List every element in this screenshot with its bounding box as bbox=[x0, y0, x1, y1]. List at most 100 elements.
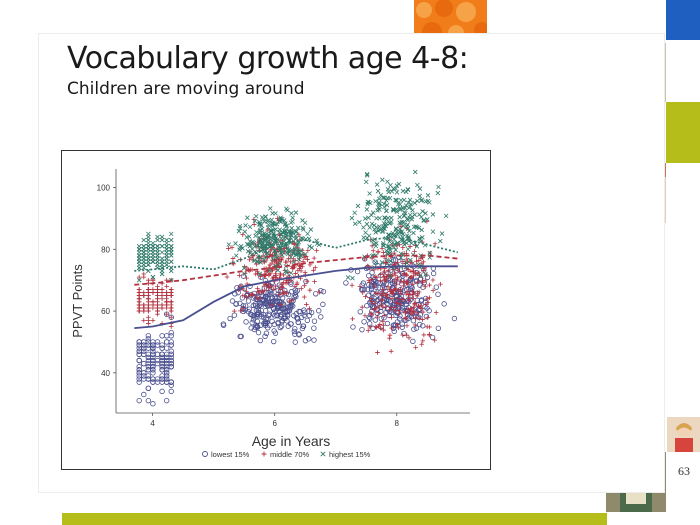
scatter-point-x bbox=[150, 243, 156, 249]
scatter-point-circle bbox=[388, 267, 394, 273]
scatter-point-x bbox=[283, 224, 289, 230]
scatter-point-x bbox=[414, 244, 420, 249]
scatter-point-x bbox=[410, 208, 415, 213]
scatter-point-x bbox=[146, 253, 151, 258]
scatter-point-plus bbox=[275, 216, 280, 221]
scatter-point-x bbox=[394, 190, 400, 195]
scatter-point-plus bbox=[388, 305, 394, 310]
scatter-point-plus bbox=[402, 316, 408, 321]
scatter-point-x bbox=[136, 277, 142, 283]
scatter-point-plus bbox=[420, 338, 426, 344]
scatter-point-x bbox=[159, 268, 165, 274]
scatter-point-x bbox=[279, 252, 285, 258]
scatter-point-x bbox=[404, 260, 410, 266]
scatter-point-circle bbox=[220, 321, 227, 327]
scatter-point-plus bbox=[398, 291, 404, 296]
scatter-point-plus bbox=[404, 323, 410, 329]
scatter-point-circle bbox=[231, 312, 238, 318]
scatter-point-circle bbox=[163, 333, 170, 339]
scatter-point-x bbox=[265, 241, 270, 247]
scatter-point-x bbox=[388, 182, 393, 188]
scatter-point-plus bbox=[226, 246, 231, 251]
scatter-point-plus bbox=[404, 273, 410, 278]
scatter-point-x bbox=[419, 227, 425, 233]
scatter-point-plus bbox=[375, 304, 381, 310]
scatter-point-x bbox=[405, 216, 410, 221]
scatter-point-x bbox=[377, 215, 382, 221]
scatter-point-x bbox=[150, 259, 156, 264]
scatter-point-x bbox=[253, 213, 259, 219]
scatter-point-circle bbox=[240, 273, 247, 279]
scatter-point-plus bbox=[299, 286, 304, 291]
scatter-point-circle bbox=[262, 333, 268, 339]
scatter-point-x bbox=[257, 255, 263, 260]
scatter-point-plus bbox=[370, 248, 376, 254]
scatter-point-plus bbox=[307, 287, 313, 293]
scatter-point-plus bbox=[432, 241, 438, 247]
scatter-point-circle bbox=[423, 295, 429, 302]
scatter-point-x bbox=[364, 171, 370, 177]
scatter-point-plus bbox=[283, 259, 288, 265]
scatter-point-plus bbox=[416, 303, 421, 309]
scatter-point-plus bbox=[276, 292, 282, 297]
scatter-point-circle bbox=[394, 296, 400, 303]
scatter-point-circle bbox=[410, 318, 417, 324]
scatter-point-circle bbox=[136, 367, 142, 373]
scatter-point-x bbox=[401, 219, 406, 225]
scatter-point-circle bbox=[271, 306, 277, 312]
scatter-point-plus bbox=[359, 304, 365, 310]
scatter-point-plus bbox=[413, 345, 418, 350]
scatter-point-x bbox=[388, 220, 393, 226]
scatter-point-x bbox=[146, 231, 151, 237]
scatter-point-circle bbox=[251, 313, 257, 319]
scatter-point-circle bbox=[136, 342, 142, 348]
scatter-point-circle bbox=[154, 376, 161, 382]
scatter-point-circle bbox=[239, 295, 246, 301]
scatter-point-plus bbox=[438, 281, 443, 287]
scatter-point-circle bbox=[249, 319, 255, 326]
scatter-point-x bbox=[301, 227, 306, 232]
scatter-point-circle bbox=[387, 277, 393, 283]
scatter-point-plus bbox=[394, 281, 400, 287]
scatter-point-circle bbox=[141, 348, 147, 354]
scatter-point-x bbox=[409, 217, 415, 222]
scatter-point-plus bbox=[406, 296, 411, 301]
scatter-point-plus bbox=[168, 314, 174, 320]
scatter-point-x bbox=[263, 214, 268, 220]
scatter-point-x bbox=[240, 246, 245, 251]
scatter-point-x bbox=[384, 221, 389, 226]
scatter-point-circle bbox=[168, 333, 174, 339]
scatter-point-x bbox=[388, 258, 394, 264]
scatter-point-circle bbox=[271, 328, 277, 334]
scatter-point-circle bbox=[268, 291, 275, 297]
scatter-point-plus bbox=[263, 273, 269, 278]
scatter-point-plus bbox=[146, 290, 151, 295]
scatter-point-circle bbox=[316, 308, 322, 314]
scatter-point-x bbox=[397, 229, 402, 235]
scatter-point-circle bbox=[299, 325, 306, 332]
scatter-point-x bbox=[164, 247, 169, 252]
scatter-point-plus bbox=[372, 307, 377, 313]
scatter-point-circle bbox=[168, 339, 174, 345]
scatter-point-plus bbox=[369, 312, 375, 318]
scatter-point-plus bbox=[287, 298, 292, 304]
scatter-point-plus bbox=[389, 290, 395, 296]
legend-item: middle 70% bbox=[261, 450, 310, 459]
scatter-point-x bbox=[238, 243, 244, 249]
scatter-point-plus bbox=[141, 293, 147, 298]
scatter-point-plus bbox=[430, 288, 436, 293]
scatter-point-circle bbox=[136, 339, 142, 345]
scatter-point-circle bbox=[280, 301, 286, 307]
scatter-point-x bbox=[277, 261, 283, 266]
scatter-point-plus bbox=[284, 291, 289, 296]
scatter-point-x bbox=[259, 226, 265, 232]
y-tick-label: 60 bbox=[101, 307, 110, 316]
scatter-point-circle bbox=[396, 305, 402, 311]
scatter-point-x bbox=[393, 247, 398, 253]
scatter-point-x bbox=[385, 243, 390, 249]
scatter-point-circle bbox=[433, 284, 440, 290]
scatter-point-x bbox=[395, 201, 401, 207]
scatter-point-plus bbox=[393, 286, 399, 292]
scatter-point-plus bbox=[372, 301, 378, 306]
scatter-point-plus bbox=[164, 296, 169, 302]
